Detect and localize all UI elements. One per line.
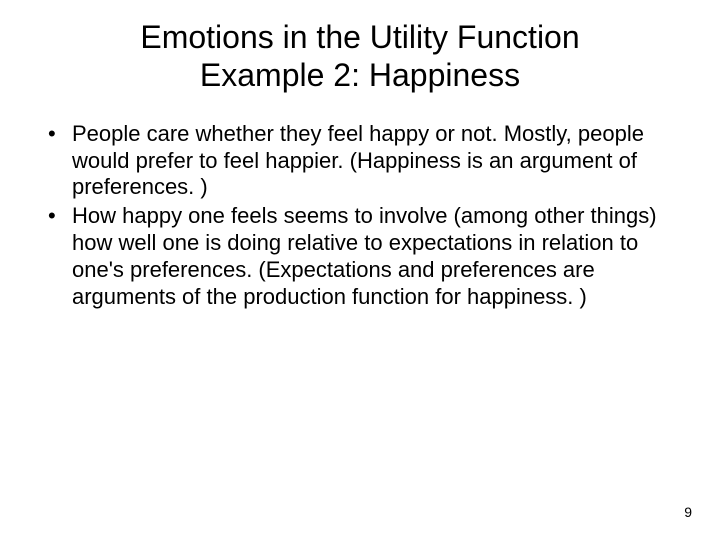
slide-title: Emotions in the Utility Function Example… — [0, 0, 720, 95]
title-line-2: Example 2: Happiness — [200, 57, 520, 93]
slide-body: People care whether they feel happy or n… — [0, 95, 720, 311]
page-number: 9 — [684, 504, 692, 520]
bullet-text: How happy one feels seems to involve (am… — [72, 203, 657, 308]
bullet-text: People care whether they feel happy or n… — [72, 121, 644, 200]
list-item: How happy one feels seems to involve (am… — [40, 203, 680, 310]
title-line-1: Emotions in the Utility Function — [140, 19, 579, 55]
bullet-list: People care whether they feel happy or n… — [40, 121, 680, 311]
slide: Emotions in the Utility Function Example… — [0, 0, 720, 540]
list-item: People care whether they feel happy or n… — [40, 121, 680, 201]
